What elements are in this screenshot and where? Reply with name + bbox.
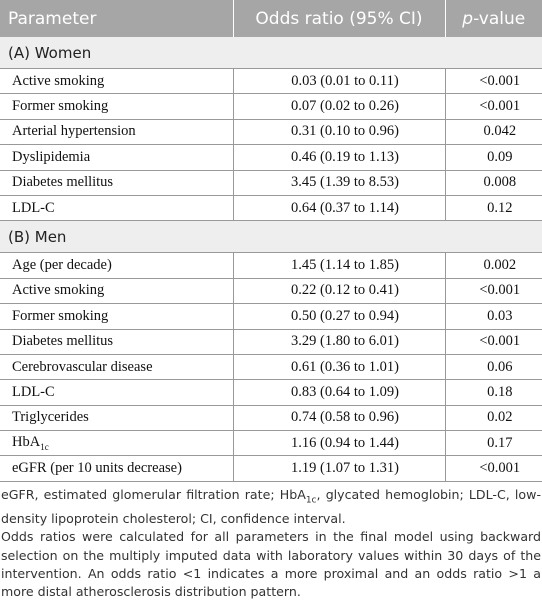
cell: eGFR (per 10 units decrease) <box>0 455 234 482</box>
cell: Active smoking <box>0 67 234 95</box>
data-row: Former smoking 0.50 (0.27 to 0.94) 0.03 <box>0 303 542 330</box>
cell: 0.12 <box>444 194 542 222</box>
text-part: p <box>462 8 474 29</box>
cell: Former smoking <box>0 303 234 330</box>
cell: Diabetes mellitus <box>0 328 234 355</box>
section-row: (B) Men <box>0 220 542 254</box>
header-row: Parameter Odds ratio (95% CI) p-value <box>0 0 542 37</box>
cell: Age (per decade) <box>0 252 234 279</box>
text-part: 1c <box>40 442 49 453</box>
cell: 0.64 (0.37 to 1.14) <box>232 194 446 222</box>
text-part: , glycated hemoglobin; LDL-C, low-densit… <box>1 486 541 526</box>
cell: LDL-C <box>0 194 234 222</box>
cell: 0.042 <box>444 118 542 146</box>
data-row: Active smoking 0.22 (0.12 to 0.41) <0.001 <box>0 277 542 305</box>
cell: 0.22 (0.12 to 0.41) <box>232 277 446 305</box>
cell: Dyslipidemia <box>0 144 234 171</box>
cell: 0.03 (0.01 to 0.11) <box>232 67 446 95</box>
footnotes: eGFR, estimated glomerular filtration ra… <box>0 486 542 602</box>
cell: 0.02 <box>444 404 542 432</box>
data-row: HbA1c 1.16 (0.94 to 1.44) 0.17 <box>0 430 542 457</box>
data-row: Cerebrovascular disease 0.61 (0.36 to 1.0… <box>0 353 542 381</box>
cell: <0.001 <box>444 67 542 95</box>
cell: 0.09 <box>444 144 542 171</box>
section-title: (A) Women <box>0 37 542 69</box>
cell: Arterial hypertension <box>0 118 234 146</box>
cell: 0.008 <box>444 169 542 196</box>
cell: <0.001 <box>444 277 542 305</box>
cell: 0.03 <box>444 303 542 330</box>
cell: Former smoking <box>0 93 234 120</box>
data-row: Active smoking 0.03 (0.01 to 0.11) <0.001 <box>0 67 542 95</box>
data-row: Diabetes mellitus 3.45 (1.39 to 8.53) 0.00… <box>0 169 542 196</box>
table-head: Parameter Odds ratio (95% CI) p-value <box>0 0 542 37</box>
data-row: LDL-C 0.83 (0.64 to 1.09) 0.18 <box>0 379 542 406</box>
header-cell: Odds ratio (95% CI) <box>232 0 445 37</box>
cell: 3.29 (1.80 to 6.01) <box>232 328 446 355</box>
cell: 0.46 (0.19 to 1.13) <box>232 144 446 171</box>
cell: 1.45 (1.14 to 1.85) <box>232 252 446 279</box>
data-row: eGFR (per 10 units decrease) 1.19 (1.07 t… <box>0 455 542 482</box>
cell: Diabetes mellitus <box>0 169 234 196</box>
header-cell: p-value <box>444 0 542 37</box>
cell: 0.74 (0.58 to 0.96) <box>232 404 446 432</box>
cell: 0.61 (0.36 to 1.01) <box>232 353 446 381</box>
cell: Triglycerides <box>0 404 234 432</box>
data-row: Diabetes mellitus 3.29 (1.80 to 6.01) <0.0… <box>0 328 542 355</box>
odds-table: Parameter Odds ratio (95% CI) p-value (A) … <box>0 0 542 482</box>
cell: LDL-C <box>0 379 234 406</box>
text-part: HbA <box>12 434 41 451</box>
cell: HbA1c <box>0 430 234 457</box>
header-cell: Parameter <box>0 0 233 37</box>
section-row: (A) Women <box>0 37 542 69</box>
cell: Active smoking <box>0 277 234 305</box>
cell: 0.83 (0.64 to 1.09) <box>232 379 446 406</box>
data-row: Former smoking 0.07 (0.02 to 0.26) <0.001 <box>0 93 542 120</box>
text-part: 1c <box>305 495 317 506</box>
cell: 0.002 <box>444 252 542 279</box>
cell: 0.07 (0.02 to 0.26) <box>232 93 446 120</box>
cell: <0.001 <box>444 328 542 355</box>
data-row: Arterial hypertension 0.31 (0.10 to 0.96)… <box>0 118 542 146</box>
section-title: (B) Men <box>0 220 542 254</box>
cell: 3.45 (1.39 to 8.53) <box>232 169 446 196</box>
cell: 0.31 (0.10 to 0.96) <box>232 118 446 146</box>
data-row: Triglycerides 0.74 (0.58 to 0.96) 0.02 <box>0 404 542 432</box>
footnote: Odds ratios were calculated for all para… <box>0 528 542 602</box>
cell: 0.50 (0.27 to 0.94) <box>232 303 446 330</box>
data-row: LDL-C 0.64 (0.37 to 1.14) 0.12 <box>0 194 542 222</box>
data-row: Age (per decade) 1.45 (1.14 to 1.85) 0.002 <box>0 252 542 279</box>
cell: 0.06 <box>444 353 542 381</box>
cell: <0.001 <box>444 455 542 482</box>
text-part: eGFR, estimated glomerular filtration ra… <box>1 486 306 502</box>
table-body: (A) Women Active smoking 0.03 (0.01 to 0.1… <box>0 37 542 482</box>
cell: 0.18 <box>444 379 542 406</box>
cell: <0.001 <box>444 93 542 120</box>
text-part: Odds ratios were calculated for all para… <box>1 529 541 600</box>
cell: Cerebrovascular disease <box>0 353 234 381</box>
text-part: -value <box>473 8 526 29</box>
cell: 1.16 (0.94 to 1.44) <box>232 430 446 457</box>
data-row: Dyslipidemia 0.46 (0.19 to 1.13) 0.09 <box>0 144 542 171</box>
footnote: eGFR, estimated glomerular filtration ra… <box>0 486 542 528</box>
cell: 1.19 (1.07 to 1.31) <box>232 455 446 482</box>
cell: 0.17 <box>444 430 542 457</box>
